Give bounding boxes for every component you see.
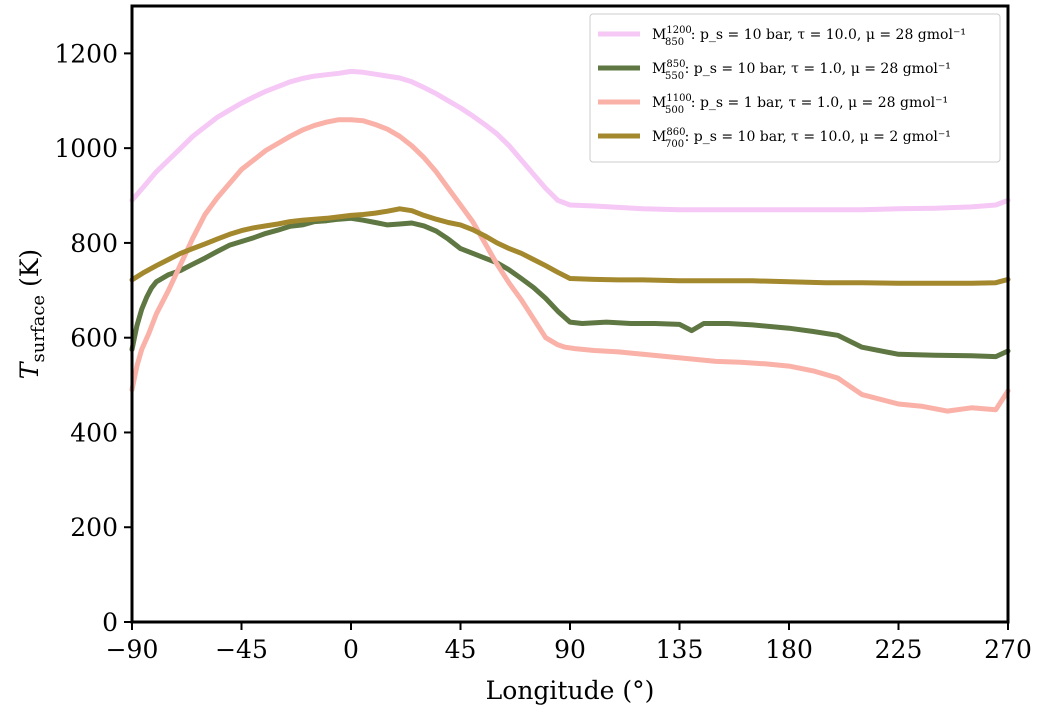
legend-label-base-3: M bbox=[652, 129, 666, 145]
legend-label-sup-0: 1200 bbox=[666, 25, 691, 36]
x-tick-label-3: 45 bbox=[445, 635, 477, 664]
y-axis-title-unit: (K) bbox=[15, 249, 44, 295]
x-tick-label-5: 135 bbox=[656, 635, 704, 664]
plot-frame bbox=[130, 4, 1010, 624]
y-axis-title-sub: surface bbox=[28, 295, 49, 363]
legend-box bbox=[589, 13, 1001, 163]
y-tick-label-3: 600 bbox=[70, 324, 118, 353]
y-tick-label-2: 400 bbox=[70, 418, 118, 447]
x-tick-label-8: 270 bbox=[984, 635, 1032, 664]
series-line-0 bbox=[129, 68, 1011, 213]
legend-label-rest-1: : p_s = 10 bar, τ = 1.0, μ = 28 gmol⁻¹ bbox=[685, 61, 951, 77]
legend-label-sub-3: 700 bbox=[665, 139, 684, 150]
legend-label-rest-3: : p_s = 10 bar, τ = 10.0, μ = 2 gmol⁻¹ bbox=[685, 129, 951, 145]
legend-label-rest-2: : p_s = 1 bar, τ = 1.0, μ = 28 gmol⁻¹ bbox=[691, 95, 948, 111]
y-tick-label-6: 1200 bbox=[54, 39, 118, 68]
legend: M1200 850: p_s = 10 bar, τ = 10.0, μ = 28… bbox=[589, 13, 1001, 163]
y-axis-title-main: T bbox=[15, 360, 44, 379]
series-line-2 bbox=[129, 117, 1011, 414]
legend-label-1: M850 550: p_s = 10 bar, τ = 1.0, μ = 28 g… bbox=[652, 59, 951, 82]
x-tick-label-1: −45 bbox=[215, 635, 268, 664]
y-tick-label-0: 0 bbox=[102, 608, 118, 637]
series-line-3 bbox=[129, 206, 1011, 286]
x-axis-title: Longitude (°) bbox=[486, 676, 655, 705]
y-axis-title: Tsurface (K) bbox=[15, 249, 49, 379]
x-tick-label-6: 180 bbox=[765, 635, 813, 664]
series-lines bbox=[129, 68, 1011, 414]
x-tick-label-7: 225 bbox=[875, 635, 923, 664]
legend-label-sub-1: 550 bbox=[665, 71, 684, 82]
legend-label-sub-0: 850 bbox=[665, 37, 684, 48]
y-tick-label-1: 200 bbox=[70, 513, 118, 542]
y-tick-label-4: 800 bbox=[70, 229, 118, 258]
legend-label-sup-3: 860 bbox=[666, 127, 685, 138]
x-ticks: −90 −45 0 45 90 135 180 225 270 bbox=[106, 622, 1032, 664]
legend-label-0: M1200 850 : p_s = 10 bar, τ = 10.0, μ = 28… bbox=[652, 25, 966, 48]
legend-label-base-0: M bbox=[652, 27, 666, 43]
y-ticks: 0 200 400 600 800 1000 1200 bbox=[54, 39, 132, 637]
x-tick-label-0: −90 bbox=[106, 635, 159, 664]
legend-label-base-2: M bbox=[652, 95, 666, 111]
legend-label-2: M1100 500 : p_s = 1 bar, τ = 1.0, μ = 28 g… bbox=[652, 93, 948, 116]
x-tick-label-4: 90 bbox=[554, 635, 586, 664]
legend-label-sup-2: 1100 bbox=[666, 93, 691, 104]
y-tick-label-5: 1000 bbox=[54, 134, 118, 163]
legend-label-sub-2: 500 bbox=[665, 105, 684, 116]
series-line-1 bbox=[129, 215, 1011, 360]
legend-label-rest-0: : p_s = 10 bar, τ = 10.0, μ = 28 gmol⁻¹ bbox=[691, 27, 966, 43]
legend-label-base-1: M bbox=[652, 61, 666, 77]
legend-items: M1200 850: p_s = 10 bar, τ = 10.0, μ = 28… bbox=[598, 25, 966, 150]
x-tick-label-2: 0 bbox=[343, 635, 359, 664]
legend-label-sup-1: 850 bbox=[666, 59, 685, 70]
legend-label-3: M860 700: p_s = 10 bar, τ = 10.0, μ = 2 g… bbox=[652, 127, 951, 150]
